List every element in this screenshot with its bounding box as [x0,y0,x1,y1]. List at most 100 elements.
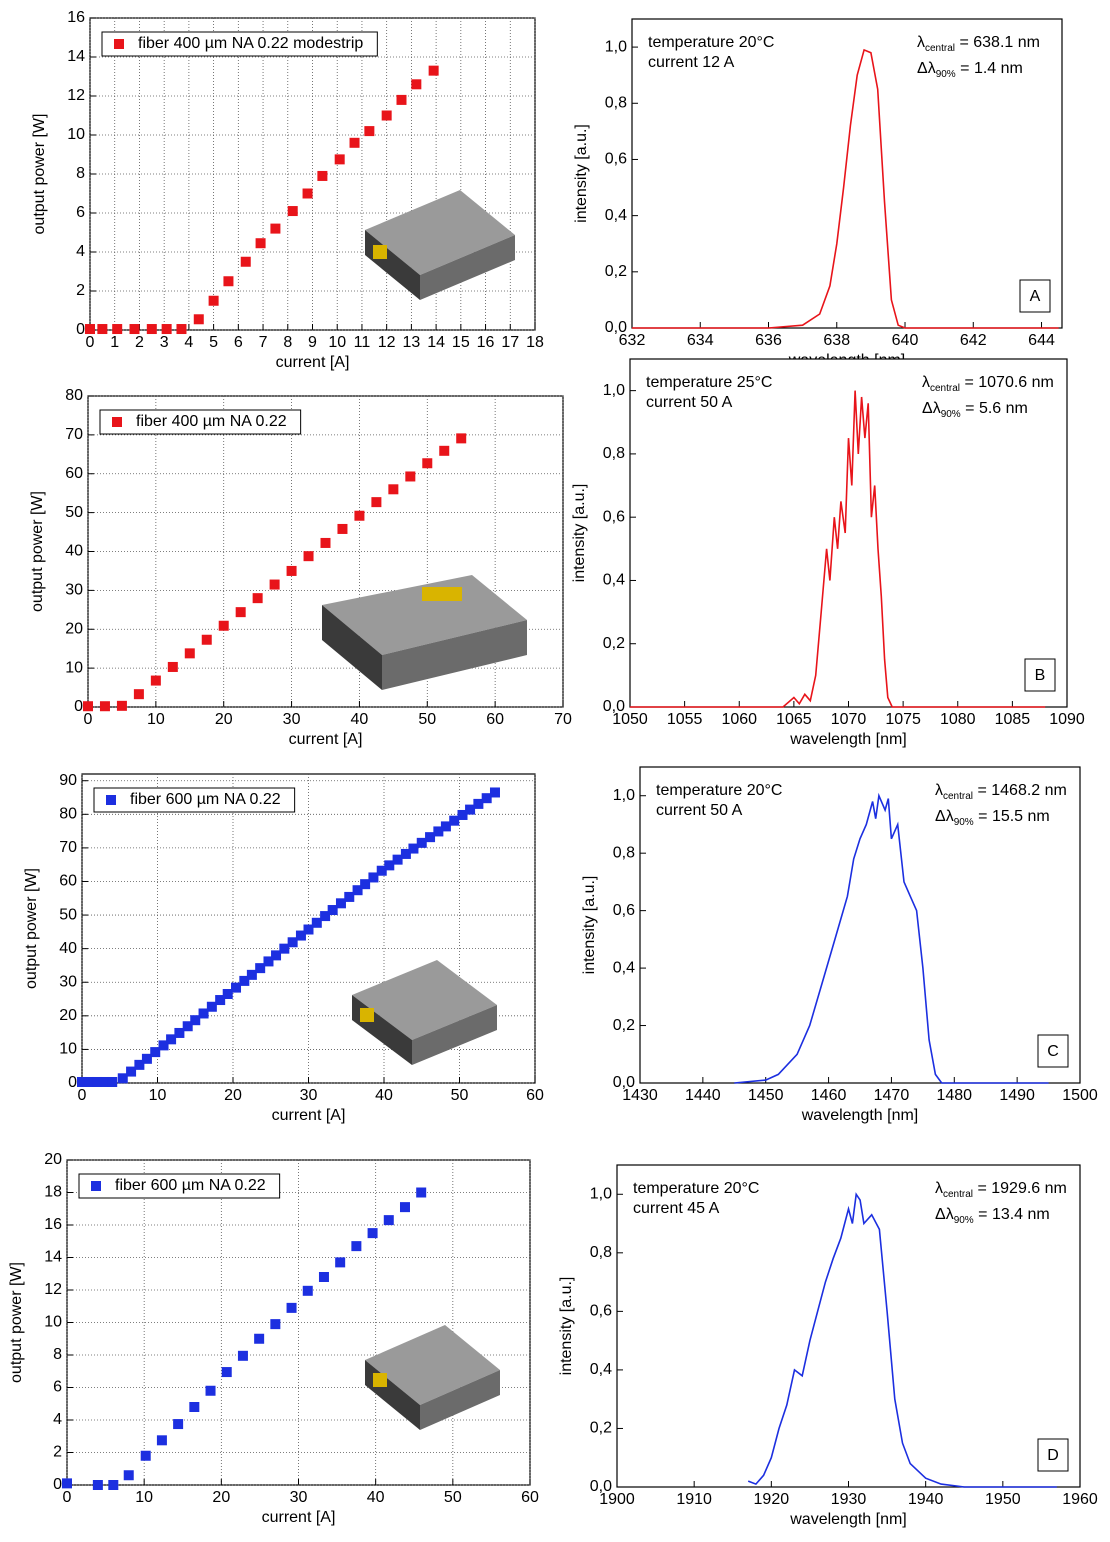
x-tick-label: 14 [427,334,445,351]
data-point [134,1059,145,1070]
y-tick-label: 50 [65,504,83,521]
data-point [344,891,355,902]
y-tick-label: 40 [65,543,83,560]
data-point [425,832,436,843]
annotation-text: = 1929.6 nm [973,1180,1067,1197]
y-tick-label: 16 [67,9,85,26]
data-point [117,1073,128,1084]
y-tick-label: 4 [53,1411,62,1428]
x-axis-title: current [A] [262,1509,336,1526]
annotation: temperature 20°C [656,782,782,799]
legend-label: fiber 400 µm NA 0.22 [136,413,287,430]
spectrum-line [630,390,1046,708]
annotation-text: = 5.6 nm [961,400,1028,417]
subscript: 90% [941,409,961,420]
y-tick-label: 30 [59,973,77,990]
y-tick-label: 60 [59,873,77,890]
y-tick-label: 10 [65,659,83,676]
subscript: central [943,1189,973,1200]
annotation-text: = 15.5 nm [974,808,1050,825]
x-tick-label: 10 [328,334,346,351]
data-point [399,1202,410,1213]
x-tick-label: 0 [84,711,93,728]
x-tick-label: 0 [63,1489,72,1506]
y-tick-label: 0 [53,1476,62,1493]
data-point [400,848,411,859]
data-point [184,648,195,659]
data-point [270,1319,281,1330]
data-point [318,1272,329,1282]
data-point [146,324,157,335]
x-tick-label: 30 [290,1489,308,1506]
data-point [255,963,266,974]
data-point [201,634,212,645]
x-tick-label: 60 [486,711,504,728]
data-point [161,324,172,335]
panel-box [1037,1438,1069,1472]
data-point [440,821,451,832]
chart: 0 1 2 3 4 5 6 7 8 9 10 11 12 13 14 15 16 17 18024681012141… [31,9,544,371]
y-tick-label: 10 [44,1314,62,1331]
data-point [218,620,229,631]
data-point [235,607,246,618]
y-tick-label: 0,4 [605,207,627,224]
y-tick-label: 0,4 [613,959,635,976]
y-tick-label: 4 [76,243,85,260]
x-tick-label: 1050 [612,711,648,728]
x-tick-label: 8 [283,334,292,351]
x-tick-label: 1070 [831,711,867,728]
x-tick-label: 6 [234,334,243,351]
annotation: current 12 A [648,54,735,71]
data-point [84,1076,95,1087]
data-point [92,1480,103,1490]
data-point [287,206,298,217]
data-point [129,324,140,335]
data-point [133,689,144,700]
x-tick-label: 1950 [985,1491,1021,1508]
x-tick-label: 11 [354,334,371,351]
x-tick-label: 7 [259,334,268,351]
data-point [360,879,371,890]
y-tick-label: 0,2 [605,263,627,280]
y-tick-label: 60 [65,465,83,482]
data-point [254,1333,265,1344]
x-tick-label: 17 [501,334,519,351]
subscript: 90% [954,817,974,828]
data-point [123,1470,134,1481]
plot-frame [631,18,1063,329]
x-tick-label: 30 [300,1087,318,1104]
x-tick-label: 40 [367,1489,385,1506]
x-tick-label: 644 [1028,332,1055,349]
annotation: Δλ90% = 1.4 nm [917,60,1023,79]
x-tick-label: 3 [160,334,169,351]
data-point [349,137,360,148]
data-point [279,943,290,954]
y-tick-label: 0,0 [590,1478,612,1495]
data-point [302,1285,313,1296]
x-tick-label: 1900 [599,1491,635,1508]
x-tick-label: 1430 [622,1087,658,1104]
x-tick-label: 0 [86,334,95,351]
subscript: 90% [954,1215,974,1226]
annotation-text: = 13.4 nm [974,1206,1050,1223]
data-point [77,1076,87,1087]
y-tick-label: 70 [65,426,83,443]
data-point [408,843,419,854]
data-point [489,787,500,798]
data-point [97,324,108,335]
data-point [286,565,297,576]
y-tick-label: 0 [76,321,85,338]
data-point [150,1047,161,1058]
y-axis-title: intensity [a.u.] [571,484,588,583]
x-tick-label: 0 [78,1087,87,1104]
data-point [85,324,95,335]
x-tick-label: 1470 [874,1087,910,1104]
data-point [112,324,123,335]
data-point [173,1419,184,1430]
data-point [303,551,314,562]
y-axis-title: output power [W] [8,1262,25,1383]
x-tick-label: 636 [755,332,782,349]
y-axis-title: intensity [a.u.] [573,124,590,223]
panel-box [1019,279,1051,313]
y-tick-label: 0,8 [605,94,627,111]
